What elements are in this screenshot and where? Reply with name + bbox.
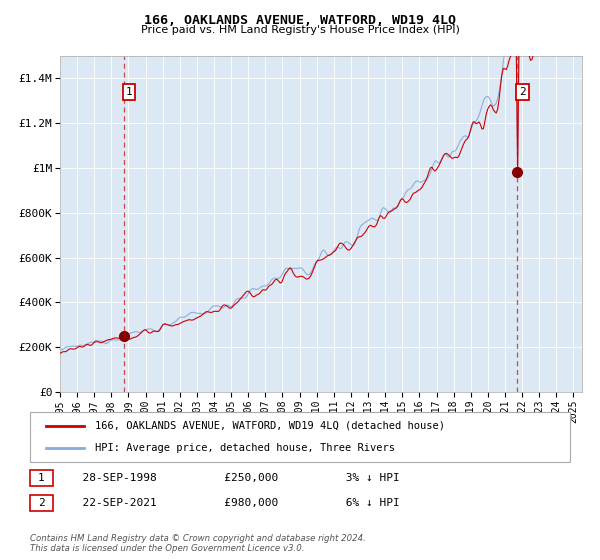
Text: HPI: Average price, detached house, Three Rivers: HPI: Average price, detached house, Thre…	[95, 443, 395, 453]
Text: 1: 1	[126, 87, 133, 97]
Text: 28-SEP-1998          £250,000          3% ↓ HPI: 28-SEP-1998 £250,000 3% ↓ HPI	[69, 473, 400, 483]
Text: 22-SEP-2021          £980,000          6% ↓ HPI: 22-SEP-2021 £980,000 6% ↓ HPI	[69, 498, 400, 508]
Text: Price paid vs. HM Land Registry's House Price Index (HPI): Price paid vs. HM Land Registry's House …	[140, 25, 460, 35]
Text: 1: 1	[38, 473, 45, 483]
Text: 2: 2	[519, 87, 526, 97]
Text: 166, OAKLANDS AVENUE, WATFORD, WD19 4LQ (detached house): 166, OAKLANDS AVENUE, WATFORD, WD19 4LQ …	[95, 421, 445, 431]
Text: Contains HM Land Registry data © Crown copyright and database right 2024.
This d: Contains HM Land Registry data © Crown c…	[30, 534, 366, 553]
FancyBboxPatch shape	[30, 412, 570, 462]
Text: 2: 2	[38, 498, 45, 508]
Text: 166, OAKLANDS AVENUE, WATFORD, WD19 4LQ: 166, OAKLANDS AVENUE, WATFORD, WD19 4LQ	[144, 14, 456, 27]
